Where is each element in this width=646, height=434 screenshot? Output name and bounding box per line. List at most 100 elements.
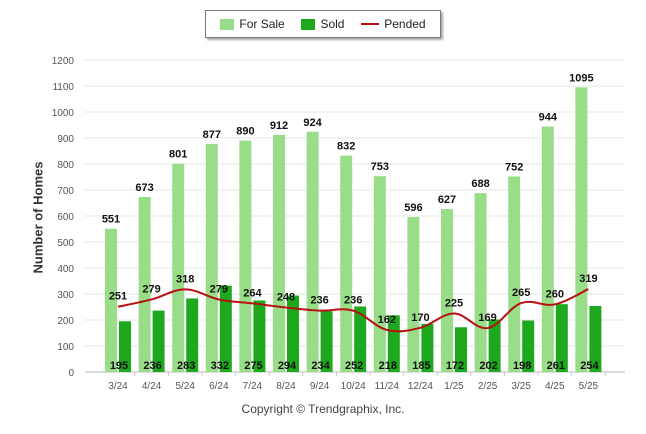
for-sale-bar bbox=[441, 208, 453, 372]
sold-bar bbox=[253, 300, 266, 372]
sold-bar bbox=[354, 306, 367, 372]
pended-value-label: 279 bbox=[142, 283, 160, 295]
sold-bar bbox=[119, 321, 131, 372]
y-tick-label: 400 bbox=[57, 264, 74, 275]
for-sale-value-label: 924 bbox=[303, 117, 322, 129]
sold-bar bbox=[522, 320, 535, 372]
x-tick-label: 3/25 bbox=[511, 381, 531, 392]
sold-bar bbox=[219, 285, 232, 372]
for-sale-bar bbox=[306, 131, 319, 372]
pended-value-label: 319 bbox=[579, 273, 597, 285]
bars bbox=[105, 87, 602, 373]
for-sale-value-label: 877 bbox=[203, 129, 221, 141]
sold-bar bbox=[287, 295, 299, 372]
sold-value-label: 236 bbox=[143, 360, 161, 372]
sold-bar bbox=[387, 315, 400, 372]
pended-swatch bbox=[361, 23, 380, 25]
y-tick-label: 1200 bbox=[52, 56, 75, 67]
sold-bar bbox=[589, 305, 602, 372]
x-tick-label: 2/25 bbox=[478, 381, 498, 392]
sold-bar bbox=[455, 327, 467, 372]
pended-line-path bbox=[117, 288, 589, 333]
pended-line bbox=[117, 288, 589, 333]
pended-value-label: 279 bbox=[210, 283, 228, 295]
for-sale-value-label: 832 bbox=[337, 141, 355, 153]
for-sale-bar bbox=[105, 228, 117, 372]
pended-value-label: 265 bbox=[512, 287, 530, 299]
legend-label-sold: Sold bbox=[320, 17, 345, 31]
sold-bar bbox=[488, 319, 501, 372]
x-tick-label: 11/24 bbox=[375, 381, 400, 392]
sold-value-label: 195 bbox=[110, 360, 128, 372]
x-tick-label: 5/25 bbox=[579, 381, 599, 392]
pended-value-label: 248 bbox=[277, 292, 295, 304]
pended-value-label: 225 bbox=[445, 298, 463, 310]
sold-value-label: 185 bbox=[412, 360, 430, 372]
sold-value-label: 252 bbox=[345, 360, 363, 372]
y-tick-label: 600 bbox=[57, 212, 74, 223]
sold-value-label: 332 bbox=[211, 360, 229, 372]
for-sale-bar bbox=[508, 176, 521, 372]
sold-bar bbox=[320, 311, 333, 372]
pended-value-label: 169 bbox=[478, 312, 496, 324]
legend: For Sale Sold Pended bbox=[205, 10, 441, 38]
for-sale-value-label: 753 bbox=[371, 161, 389, 173]
x-tick-label: 1/25 bbox=[444, 381, 464, 392]
for-sale-value-label: 551 bbox=[102, 214, 120, 226]
pended-value-label: 260 bbox=[546, 288, 564, 300]
for-sale-value-label: 890 bbox=[236, 126, 254, 138]
for-sale-bar bbox=[373, 176, 386, 372]
for-sale-value-label: 1095 bbox=[569, 72, 593, 84]
legend-item-pended[interactable]: Pended bbox=[361, 17, 426, 31]
for-sale-bar bbox=[205, 143, 218, 372]
y-tick-label: 700 bbox=[57, 186, 74, 197]
x-tick-label: 10/24 bbox=[341, 381, 366, 392]
for-sale-bar bbox=[273, 134, 285, 372]
pended-value-label: 162 bbox=[378, 314, 396, 326]
legend-item-for-sale[interactable]: For Sale bbox=[220, 17, 285, 31]
sold-value-label: 261 bbox=[547, 360, 565, 372]
pended-value-label: 236 bbox=[310, 295, 328, 307]
x-tick-label: 7/24 bbox=[243, 381, 263, 392]
x-tick-label: 4/25 bbox=[545, 381, 565, 392]
sold-value-label: 202 bbox=[479, 360, 497, 372]
y-tick-label: 200 bbox=[57, 316, 74, 327]
sold-value-label: 294 bbox=[278, 360, 297, 372]
pended-value-label: 264 bbox=[243, 287, 262, 299]
x-tick-label: 6/24 bbox=[209, 381, 229, 392]
for-sale-value-label: 944 bbox=[539, 112, 558, 124]
x-tick-label: 8/24 bbox=[276, 381, 296, 392]
for-sale-bar bbox=[407, 217, 420, 372]
y-tick-label: 500 bbox=[57, 238, 74, 249]
legend-item-sold[interactable]: Sold bbox=[301, 17, 344, 31]
sold-value-label: 234 bbox=[311, 360, 330, 372]
for-sale-bar bbox=[172, 163, 185, 372]
for-sale-value-label: 596 bbox=[404, 202, 422, 214]
sold-value-label: 218 bbox=[379, 360, 397, 372]
sold-value-label: 283 bbox=[177, 360, 195, 372]
pended-value-label: 236 bbox=[344, 295, 362, 307]
x-tick-label: 12/24 bbox=[408, 381, 433, 392]
x-tick-label: 5/24 bbox=[175, 381, 195, 392]
sold-value-label: 172 bbox=[446, 360, 464, 372]
x-tick-label: 9/24 bbox=[310, 381, 330, 392]
y-tick-label: 800 bbox=[57, 160, 74, 171]
pended-value-label: 251 bbox=[109, 291, 127, 303]
pended-value-label: 318 bbox=[176, 273, 194, 285]
for-sale-value-label: 688 bbox=[471, 178, 489, 190]
for-sale-bar bbox=[138, 197, 151, 372]
for-sale-bar bbox=[239, 140, 252, 372]
y-tick-label: 1100 bbox=[52, 82, 74, 93]
for-sale-bar bbox=[474, 193, 487, 372]
y-tick-label: 0 bbox=[68, 368, 74, 379]
y-axis: 0 100 200 300 400 500 600 700 800 900 1000 1100 1200 bbox=[52, 56, 75, 379]
sold-value-label: 254 bbox=[580, 360, 599, 372]
copyright-text: Copyright © Trendgraphix, Inc. bbox=[241, 402, 405, 416]
data-labels: 551 195 673 236 801 283 877 332 890 275 912 294 924 2… bbox=[102, 72, 600, 372]
for-sale-bar bbox=[541, 126, 554, 372]
legend-label-pended: Pended bbox=[384, 17, 426, 31]
x-tick-label: 3/24 bbox=[108, 381, 128, 392]
for-sale-value-label: 673 bbox=[135, 182, 153, 194]
for-sale-value-label: 752 bbox=[505, 161, 523, 173]
y-tick-label: 300 bbox=[57, 290, 74, 301]
